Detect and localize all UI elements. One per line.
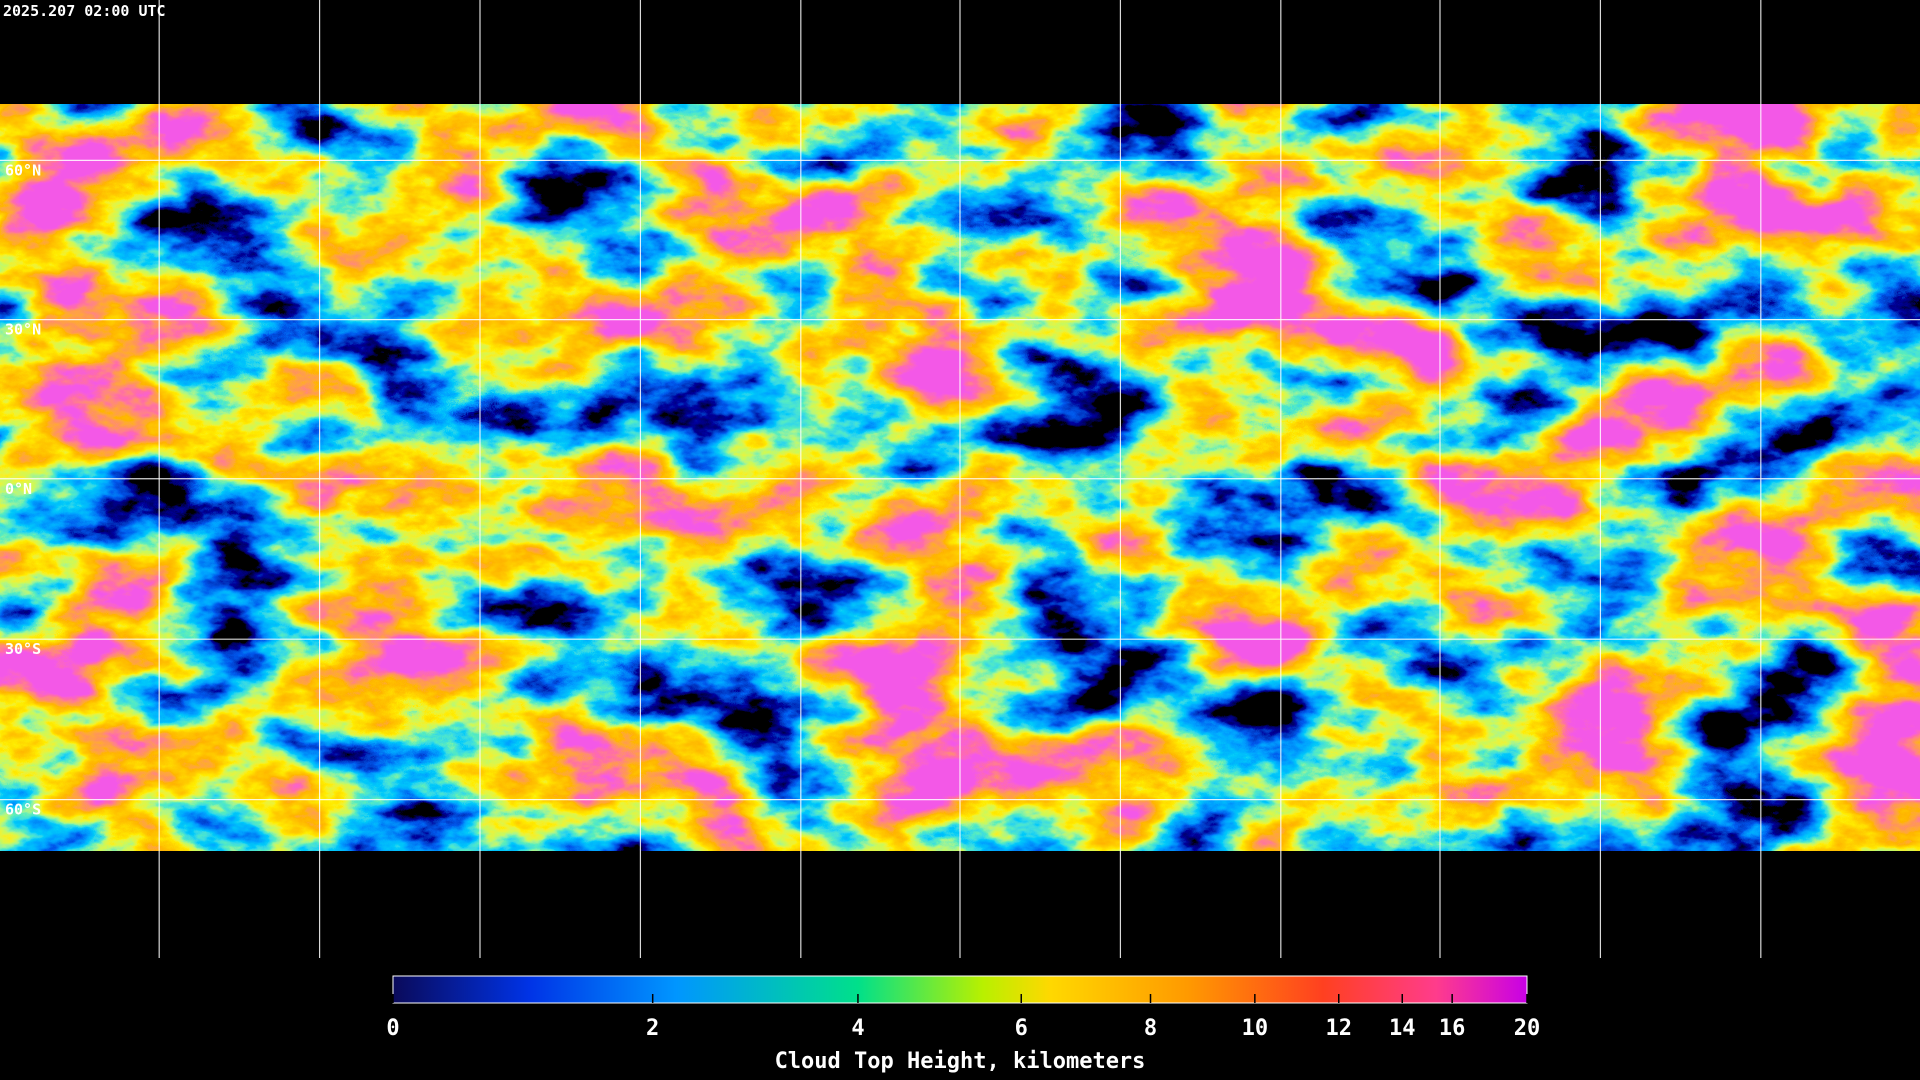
latitude-label: 60°S xyxy=(5,801,41,819)
colorbar-label: Cloud Top Height, kilometers xyxy=(775,1049,1146,1074)
colorbar-tick-label: 4 xyxy=(851,1016,864,1041)
latitude-label: 30°N xyxy=(5,321,41,339)
colorbar xyxy=(392,975,1528,1004)
latitude-label: 0°N xyxy=(5,480,32,498)
colorbar-tick-label: 0 xyxy=(386,1016,399,1041)
colorbar-tick-label: 8 xyxy=(1144,1016,1157,1041)
latitude-label: 30°S xyxy=(5,640,41,658)
graticule xyxy=(0,0,1920,958)
latitude-labels: 60°N 30°N 0°N 30°S 60°S xyxy=(5,161,41,818)
colorbar-tick-label: 20 xyxy=(1514,1016,1541,1041)
colorbar-tick-label: 10 xyxy=(1242,1016,1269,1041)
colorbar-tick-label: 12 xyxy=(1326,1016,1353,1041)
colorbar-tick-label: 6 xyxy=(1015,1016,1028,1041)
timestamp: 2025.207 02:00 UTC xyxy=(3,2,166,20)
colorbar-ticks: 0 2 4 6 8 10 12 14 16 20 xyxy=(386,994,1540,1041)
colorbar-tick-label: 2 xyxy=(646,1016,659,1041)
colorbar-tick-label: 16 xyxy=(1439,1016,1466,1041)
latitude-label: 60°N xyxy=(5,161,41,179)
colorbar-tick-label: 14 xyxy=(1389,1016,1416,1041)
